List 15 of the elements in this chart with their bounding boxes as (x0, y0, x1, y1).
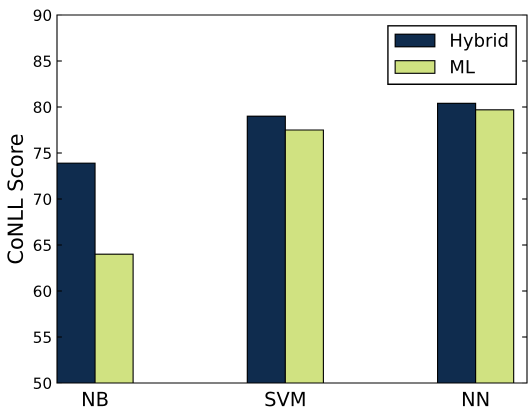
y-tick-label: 60 (34, 285, 52, 298)
legend-label: Hybrid (451, 33, 508, 51)
legend-label: ML (451, 60, 475, 74)
y-tick-label: 80 (34, 101, 52, 114)
x-tick-label: SVM (265, 392, 305, 406)
y-tick-label: 65 (34, 239, 51, 252)
y-axis-title: CoNLL Score (7, 134, 24, 264)
x-tick-label: NB (83, 392, 108, 406)
y-tick-label: 90 (34, 9, 52, 22)
y-tick-label: 50 (34, 377, 52, 390)
x-tick-label: NN (462, 392, 488, 406)
y-tick-label: 55 (34, 332, 51, 344)
y-tick-label: 85 (34, 55, 51, 68)
y-tick-label: 75 (34, 148, 51, 160)
y-tick-label: 70 (34, 193, 52, 206)
